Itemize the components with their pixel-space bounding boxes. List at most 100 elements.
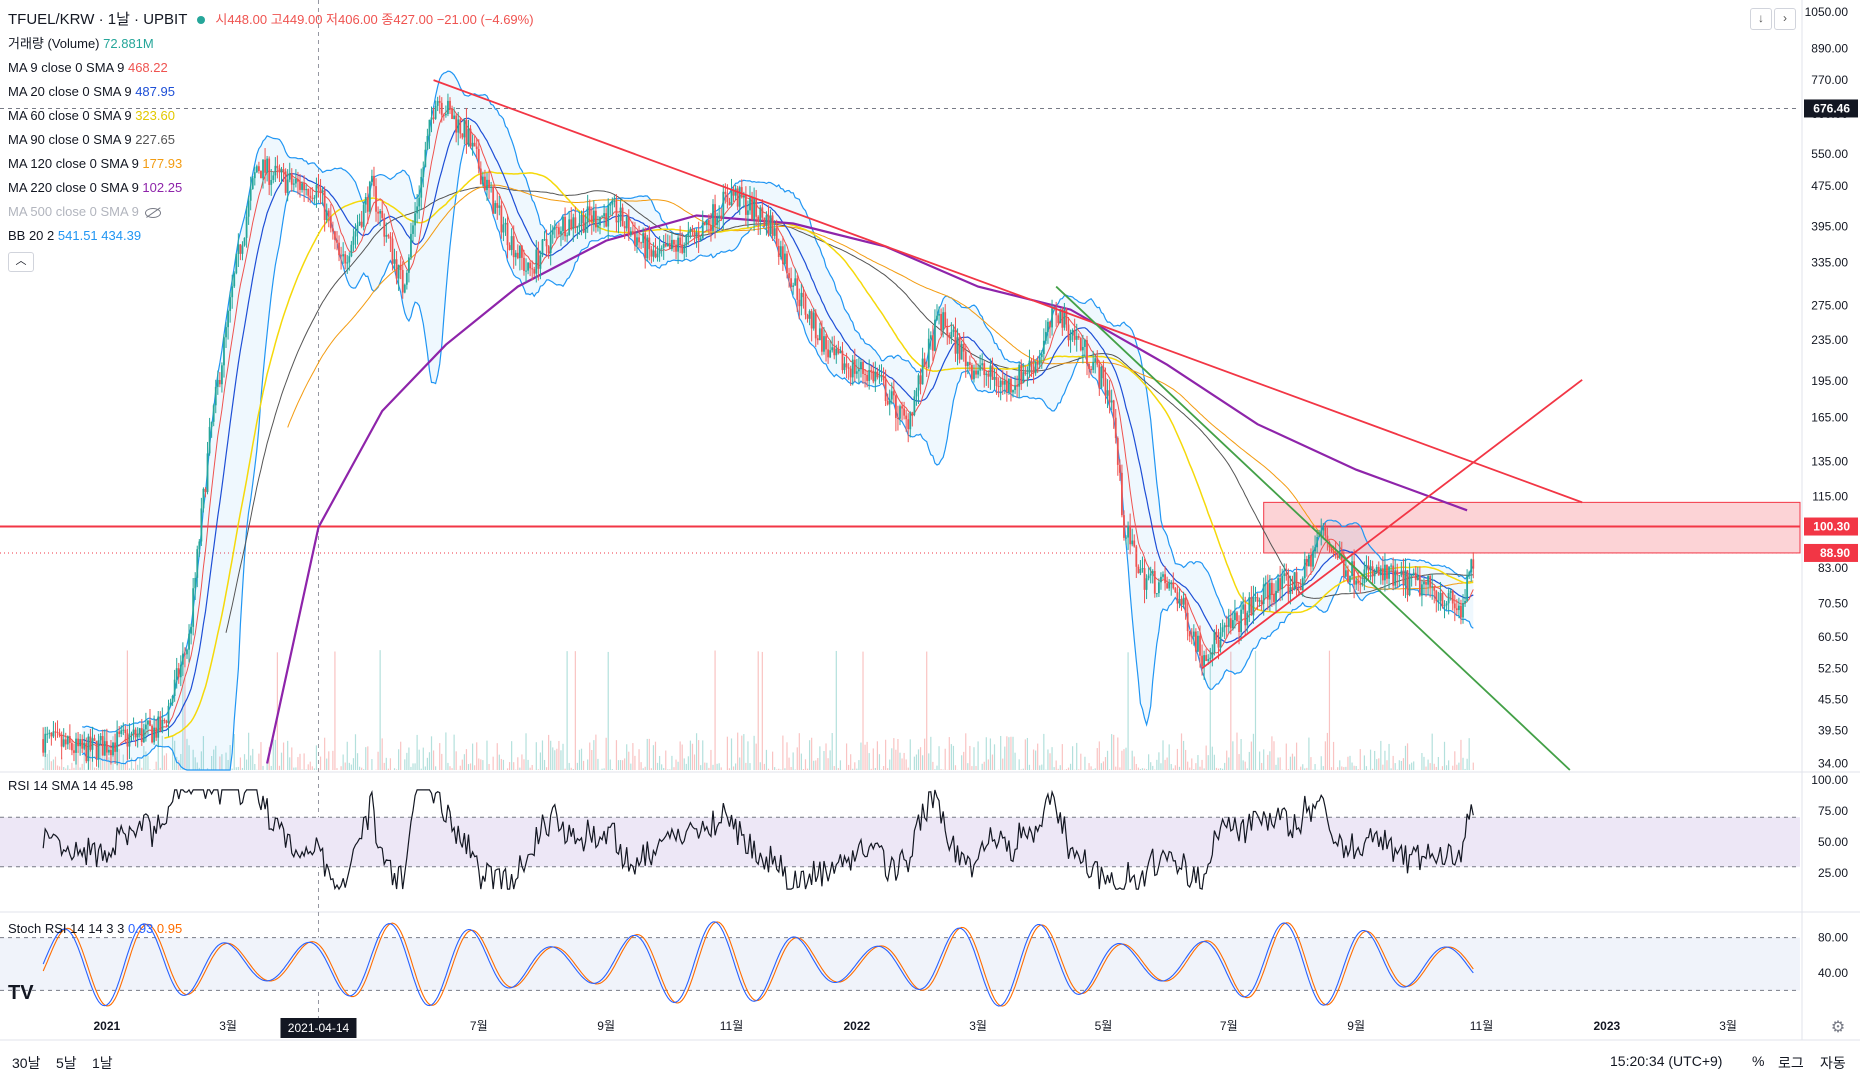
volume-bar xyxy=(1158,752,1160,770)
range-30d-button[interactable]: 30날 xyxy=(12,1055,41,1071)
volume-bar xyxy=(763,763,765,770)
candle-body xyxy=(673,239,675,245)
volume-bar xyxy=(334,651,336,770)
candle-body xyxy=(366,196,369,212)
legend-ma220[interactable]: MA 220 close 0 SMA 9 102.25 xyxy=(8,176,534,200)
candle-body xyxy=(927,338,930,368)
candle-body xyxy=(169,702,172,706)
scroll-down-icon[interactable]: ↓ xyxy=(1750,8,1772,30)
ma20-value: 487.95 xyxy=(135,84,175,99)
volume-bar xyxy=(582,760,585,770)
candle-body xyxy=(1318,535,1321,538)
candle-body xyxy=(200,508,203,542)
candle-body xyxy=(541,239,544,256)
volume-bar xyxy=(726,736,728,770)
volume-bar xyxy=(675,759,677,770)
candle-body xyxy=(1075,336,1078,340)
volume-bar xyxy=(757,651,759,770)
candle-body xyxy=(831,347,834,351)
volume-bar xyxy=(1018,759,1020,770)
legend-ma20[interactable]: MA 20 close 0 SMA 9 487.95 xyxy=(8,80,534,104)
candle-body xyxy=(1289,587,1292,594)
legend-ma90[interactable]: MA 90 close 0 SMA 9 227.65 xyxy=(8,128,534,152)
scroll-right-icon[interactable]: › xyxy=(1774,8,1796,30)
volume-bar xyxy=(800,753,802,770)
volume-bar xyxy=(973,747,975,770)
candle-body xyxy=(1421,584,1423,596)
volume-bar xyxy=(1425,766,1427,770)
legend-ma60[interactable]: MA 60 close 0 SMA 9 323.60 xyxy=(8,104,534,128)
candle-body xyxy=(442,114,445,116)
legend-ma120[interactable]: MA 120 close 0 SMA 9 177.93 xyxy=(8,152,534,176)
candle-body xyxy=(1349,576,1351,583)
volume-bar xyxy=(796,747,798,770)
volume-bar xyxy=(591,750,593,770)
volume-bar xyxy=(1197,755,1199,770)
candle-body xyxy=(243,237,246,246)
candle-body xyxy=(301,183,303,190)
candle-body xyxy=(1260,600,1263,605)
stoch-legend[interactable]: Stoch RSI 14 14 3 3 0.93 0.95 xyxy=(8,921,182,936)
candle-body xyxy=(1079,337,1082,351)
candle-body xyxy=(794,278,797,286)
volume-bar xyxy=(527,759,529,770)
range-5d-button[interactable]: 5날 xyxy=(56,1055,77,1071)
candle-body xyxy=(979,365,982,371)
volume-bar xyxy=(1172,768,1174,770)
tradingview-logo-icon[interactable]: TV xyxy=(8,982,34,1004)
auto-toggle[interactable]: 자동 xyxy=(1820,1055,1846,1071)
candle-body xyxy=(892,391,895,396)
candle-body xyxy=(1127,526,1129,538)
range-1d-button[interactable]: 1날 xyxy=(92,1055,113,1071)
volume-bar xyxy=(182,650,184,770)
candle-body xyxy=(179,664,182,678)
candle-body xyxy=(1131,540,1134,545)
candle-body xyxy=(471,142,474,147)
candle-body xyxy=(903,408,906,416)
candle-body xyxy=(422,167,425,177)
volume-bar xyxy=(474,765,476,770)
candle-body xyxy=(724,191,727,194)
volume-bar xyxy=(1332,741,1335,770)
market-status-icon xyxy=(197,15,206,24)
volume-bar xyxy=(1092,769,1094,770)
candle-body xyxy=(48,732,51,734)
rsi-legend[interactable]: RSI 14 SMA 14 45.98 xyxy=(8,778,133,793)
candle-body xyxy=(668,243,671,250)
candle-body xyxy=(1178,598,1181,604)
candle-body xyxy=(777,245,780,257)
candle-body xyxy=(325,210,328,221)
legend-ma9[interactable]: MA 9 close 0 SMA 9 468.22 xyxy=(8,56,534,80)
candle-body xyxy=(747,210,749,215)
volume-bar xyxy=(1154,769,1156,770)
volume-bar xyxy=(262,765,264,770)
volume-bar xyxy=(1441,766,1444,770)
volume-bar xyxy=(642,768,644,770)
candle-body xyxy=(523,257,525,272)
candle-body xyxy=(403,284,406,293)
candle-body xyxy=(1211,652,1214,658)
collapse-legend-button[interactable]: ︿ xyxy=(8,252,34,272)
legend-ma500[interactable]: MA 500 close 0 SMA 9 xyxy=(8,200,534,224)
candle-body xyxy=(488,179,490,188)
log-toggle[interactable]: 로그 xyxy=(1778,1055,1804,1071)
legend-bb[interactable]: BB 20 2 541.51 434.39 xyxy=(8,224,534,248)
candle-body xyxy=(1110,400,1113,403)
volume-bar xyxy=(389,758,392,770)
candle-body xyxy=(1057,315,1060,324)
percent-toggle[interactable]: % xyxy=(1752,1053,1765,1069)
candle-body xyxy=(666,243,669,247)
volume-bar xyxy=(1238,754,1240,770)
volume-bar xyxy=(1306,767,1308,770)
hidden-eye-icon[interactable] xyxy=(144,207,161,218)
candle-body xyxy=(453,115,456,120)
volume-bar xyxy=(1378,758,1380,770)
volume-bar xyxy=(451,768,453,770)
legend-volume[interactable]: 거래량 (Volume) 72.881M xyxy=(8,32,534,56)
symbol-title[interactable]: TFUEL/KRW · 1날 · UPBIT xyxy=(8,11,188,28)
candle-body xyxy=(617,220,620,223)
ma20-label: MA 20 close 0 SMA 9 xyxy=(8,84,132,99)
volume-bar xyxy=(806,768,809,770)
candle-body xyxy=(714,204,716,225)
